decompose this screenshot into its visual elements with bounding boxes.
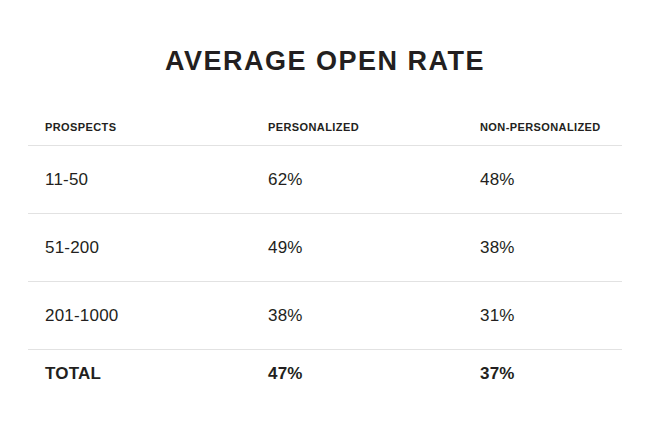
cell-personalized-rate: 38%	[268, 306, 480, 326]
column-header-personalized: PERSONALIZED	[268, 121, 480, 133]
page-title: AVERAGE OPEN RATE	[0, 46, 650, 77]
column-header-non-personalized: NON-PERSONALIZED	[480, 121, 622, 133]
table-row: 11-50 62% 48%	[28, 146, 622, 214]
cell-personalized-rate: 62%	[268, 170, 480, 190]
cell-prospects-range: 11-50	[28, 170, 268, 190]
cell-non-personalized-rate: 38%	[480, 238, 622, 258]
cell-personalized-rate: 49%	[268, 238, 480, 258]
cell-non-personalized-rate: 31%	[480, 306, 622, 326]
cell-prospects-range: 51-200	[28, 238, 268, 258]
table-row: 51-200 49% 38%	[28, 214, 622, 282]
table-row: 201-1000 38% 31%	[28, 282, 622, 350]
table-row-total: TOTAL 47% 37%	[28, 350, 622, 397]
cell-total-label: TOTAL	[28, 364, 268, 384]
cell-total-personalized-rate: 47%	[268, 364, 480, 384]
column-header-prospects: PROSPECTS	[28, 121, 268, 133]
open-rate-table: PROSPECTS PERSONALIZED NON-PERSONALIZED …	[28, 109, 622, 397]
cell-prospects-range: 201-1000	[28, 306, 268, 326]
cell-non-personalized-rate: 48%	[480, 170, 622, 190]
average-open-rate-card: AVERAGE OPEN RATE PROSPECTS PERSONALIZED…	[0, 0, 650, 430]
table-header-row: PROSPECTS PERSONALIZED NON-PERSONALIZED	[28, 109, 622, 146]
cell-total-non-personalized-rate: 37%	[480, 364, 622, 384]
